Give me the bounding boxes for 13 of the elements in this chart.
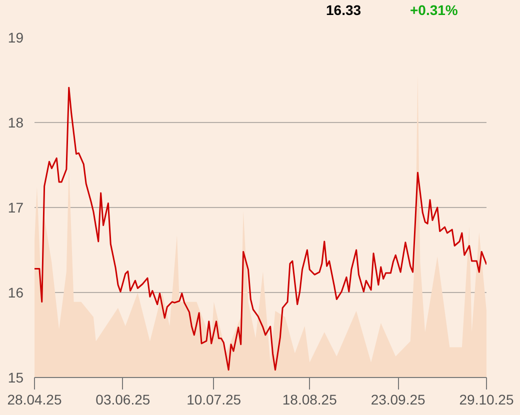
text: 16.33 (326, 2, 362, 18)
x-tick-label: 18.08.25 (282, 392, 338, 408)
y-tick-label: 15 (8, 370, 24, 386)
x-tick-label: 10.07.25 (186, 392, 242, 408)
y-tick-label: 17 (8, 200, 24, 216)
x-tick-label: 23.09.25 (370, 392, 426, 408)
x-tick-label: 29.10.25 (459, 392, 514, 408)
y-tick-label: 16 (8, 284, 24, 300)
text: +0.31% (410, 2, 458, 18)
y-tick-label: 19 (8, 30, 24, 46)
x-tick-label: 28.04.25 (7, 392, 62, 408)
y-tick-label: 18 (8, 114, 24, 130)
x-tick-label: 03.06.25 (96, 392, 150, 408)
